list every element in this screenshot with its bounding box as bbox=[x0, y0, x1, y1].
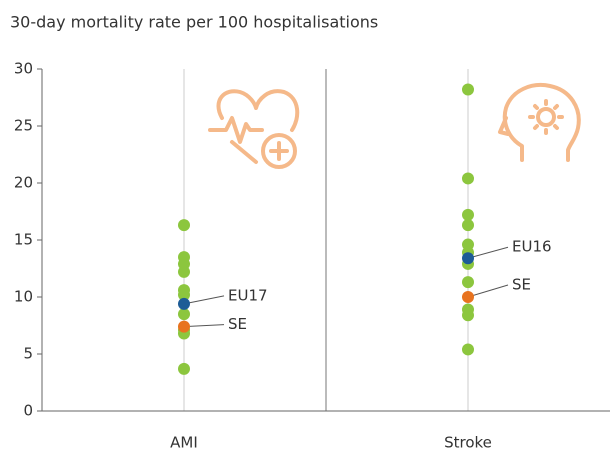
highlight-label: EU17 bbox=[228, 286, 268, 304]
highlight-dot bbox=[178, 320, 190, 333]
leader-line bbox=[183, 324, 225, 328]
dot bbox=[178, 308, 190, 321]
dot bbox=[462, 172, 474, 185]
y-tick-label: 0 bbox=[23, 402, 33, 420]
y-tick-label: 25 bbox=[14, 117, 33, 135]
highlight-dot bbox=[462, 291, 474, 303]
highlight-label: SE bbox=[512, 276, 531, 294]
head-icon bbox=[498, 83, 581, 162]
leader-line bbox=[467, 284, 509, 298]
y-tick-label: 5 bbox=[23, 345, 33, 363]
x-tick-label: Stroke bbox=[444, 434, 492, 452]
y-tick-label: 20 bbox=[14, 174, 33, 192]
y-tick-label: 30 bbox=[14, 60, 33, 78]
heart-icon bbox=[208, 89, 300, 169]
dot bbox=[462, 276, 474, 289]
leader-line bbox=[467, 246, 509, 259]
dot bbox=[462, 208, 474, 221]
y-tick-label: 10 bbox=[14, 288, 33, 306]
dot bbox=[178, 288, 190, 301]
x-tick-label: AMI bbox=[170, 434, 198, 452]
dot bbox=[462, 219, 474, 232]
highlight-dot bbox=[178, 297, 190, 310]
highlight-label: SE bbox=[228, 315, 247, 333]
highlight-label: EU16 bbox=[512, 238, 552, 256]
dot bbox=[462, 309, 474, 322]
leader-line bbox=[183, 295, 225, 305]
dot bbox=[462, 83, 474, 96]
dot bbox=[178, 362, 190, 375]
highlight-dot bbox=[462, 252, 474, 265]
chart-title: 30-day mortality rate per 100 hospitalis… bbox=[10, 13, 378, 32]
dot bbox=[462, 343, 474, 356]
dot bbox=[178, 219, 190, 232]
dot bbox=[178, 265, 190, 278]
y-tick-label: 15 bbox=[14, 231, 33, 249]
